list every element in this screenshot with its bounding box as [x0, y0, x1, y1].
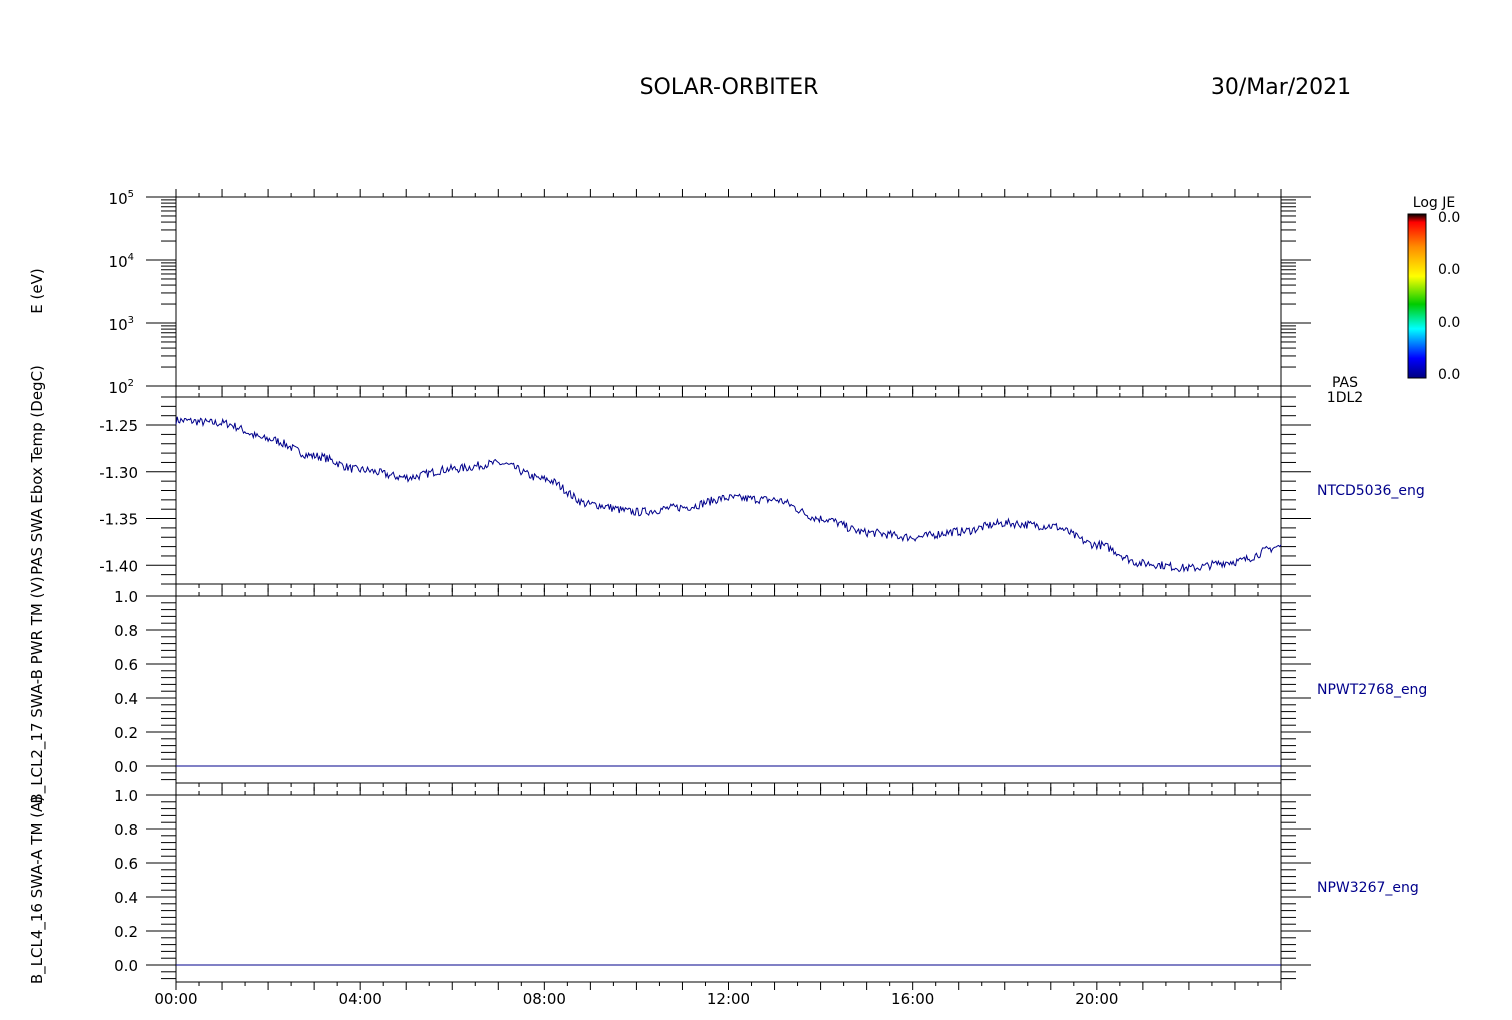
instrument-label: 1DL2 [1327, 390, 1363, 406]
y-tick-label: 0.0 [114, 957, 138, 975]
y-tick-label: 1.0 [114, 787, 138, 805]
y-tick-label: 0.8 [114, 821, 138, 839]
y-tick-label: 0.2 [114, 923, 138, 941]
series-label: NPWT2768_eng [1317, 682, 1427, 698]
panel-frame [175, 595, 1282, 784]
colorbar-tick: 0.0 [1438, 210, 1460, 226]
y-axis-label: B_LCL2_17 SWA-B PWR TM (V) [28, 576, 47, 803]
panel-3: 1.0 0.8 0.6 0.4 0.2 0.0 B_LCL2_17 SWA-B PWR TM… [28, 576, 1427, 803]
x-tick-label: 08:00 [523, 990, 566, 1008]
x-tick-label: 04:00 [339, 990, 382, 1008]
colorbar: Log JE 0.0 0.0 0.0 0.0 [1407, 195, 1460, 383]
y-tick-label: -1.25 [99, 417, 138, 435]
x-tick-label: 12:00 [707, 990, 750, 1008]
y-tick-label: 0.2 [114, 724, 138, 742]
y-tick-exponent: 2 [128, 378, 134, 389]
x-tick-label: 20:00 [1075, 990, 1118, 1008]
colorbar-tick: 0.0 [1438, 367, 1460, 383]
series-label: NPW3267_eng [1317, 880, 1419, 896]
series-line [175, 416, 1282, 573]
colorbar-label: Log JE [1413, 195, 1455, 211]
y-tick-label: 102 [109, 378, 134, 397]
colorbar-tick: 0.0 [1438, 315, 1460, 331]
chart-date: 30/Mar/2021 [1211, 75, 1351, 100]
y-tick-label: 0.4 [114, 690, 138, 708]
y-axis-label: B_LCL4_16 SWA-A TM (A) [28, 796, 47, 984]
panel-4: 1.0 0.8 0.6 0.4 0.2 0.0 B_LCL4_16 SWA-A TM (A)… [28, 787, 1419, 990]
y-tick-exponent: 4 [128, 252, 134, 263]
y-tick-exponent: 3 [128, 315, 134, 326]
panel-frame [175, 794, 1282, 983]
y-tick-label: 0.8 [114, 622, 138, 640]
y-tick-label: -1.35 [99, 511, 138, 529]
y-tick-label: 0.6 [114, 656, 138, 674]
y-axis-label: PAS SWA Ebox Temp (DegC) [28, 365, 46, 575]
x-tick-label: 00:00 [154, 990, 197, 1008]
y-tick-label: -1.30 [99, 464, 138, 482]
y-axis-label: E (eV) [28, 268, 46, 313]
instrument-label: PAS [1332, 375, 1358, 391]
colorbar-gradient [1407, 213, 1427, 379]
y-tick-exponent: 5 [128, 189, 134, 200]
y-tick-label: 0.4 [114, 889, 138, 907]
y-tick-label: 0.0 [114, 758, 138, 776]
y-tick-label: 104 [109, 252, 134, 271]
y-tick-label: -1.40 [99, 557, 138, 575]
x-tick-label: 16:00 [891, 990, 934, 1008]
panel-2: -1.25 -1.30 -1.35 -1.40 PAS SWA Ebox Temp (D… [28, 365, 1425, 592]
y-tick-label: 1.0 [114, 588, 138, 606]
colorbar-tick: 0.0 [1438, 262, 1460, 278]
y-tick-label: 105 [109, 189, 134, 208]
y-tick-label: 0.6 [114, 855, 138, 873]
panel-frame [175, 396, 1282, 585]
panel-frame [175, 196, 1282, 387]
series-label: NTCD5036_eng [1317, 483, 1425, 499]
y-tick-label: 103 [109, 315, 134, 334]
chart-title: SOLAR-ORBITER [640, 75, 819, 100]
